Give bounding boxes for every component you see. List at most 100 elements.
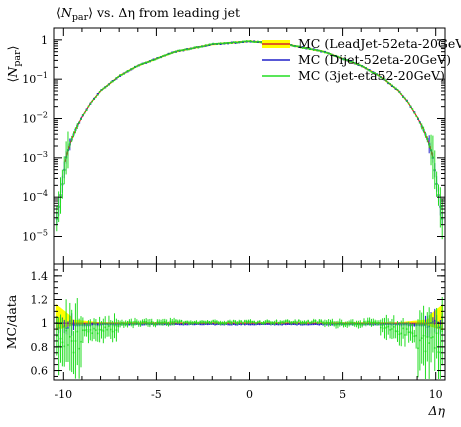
threejet-point: [80, 118, 82, 120]
ratio-dijet-point: [292, 323, 295, 325]
ratio-threejet-point: [342, 324, 345, 326]
threejet-point: [76, 125, 79, 127]
main-ytick-label-base: 10: [22, 152, 36, 165]
ratio-threejet-point: [223, 322, 226, 324]
ratio-threejet-point: [398, 333, 401, 336]
threejet-point: [387, 81, 390, 84]
ratio-threejet-point: [260, 322, 263, 324]
ratio-threejet-point: [214, 320, 216, 323]
threejet-point: [100, 89, 103, 91]
ratio-dijet-point: [318, 323, 321, 326]
ratio-threejet-point: [238, 321, 241, 323]
threejet-point: [411, 108, 414, 110]
ratio-threejet-point: [234, 321, 237, 323]
threejet-point: [113, 79, 116, 82]
threejet-point: [379, 76, 382, 79]
ratio-threejet-point: [145, 321, 147, 323]
ratio-dijet-point: [227, 323, 229, 326]
ratio-threejet-point: [419, 339, 421, 342]
ratio-threejet-point: [292, 321, 295, 323]
ratio-threejet-point: [299, 321, 302, 324]
threejet-point: [134, 66, 136, 68]
ratio-threejet-point: [152, 323, 155, 325]
threejet-point: [244, 40, 246, 43]
ratio-threejet-point: [333, 323, 336, 325]
threejet-point: [117, 76, 120, 78]
ratio-threejet-point: [383, 327, 386, 329]
ratio-dijet-point: [307, 323, 309, 326]
threejet-point: [232, 41, 235, 43]
ratio-threejet-point: [134, 320, 136, 323]
ratio-threejet-point: [104, 326, 107, 329]
threejet-point: [249, 40, 252, 42]
main-ytick-label: 1: [41, 34, 48, 47]
ratio-threejet-point: [163, 320, 166, 323]
threejet-point: [329, 53, 332, 55]
ratio-dijet-point: [316, 323, 319, 326]
ratio-threejet-point: [160, 321, 162, 324]
ratio-threejet-point: [169, 320, 172, 323]
ratio-dijet-point: [413, 324, 416, 326]
ratio-threejet-point: [227, 320, 229, 323]
ratio-threejet-point: [70, 340, 73, 342]
ratio-dijet-point: [281, 323, 283, 326]
ratio-threejet-point: [296, 321, 298, 324]
main-ytick-label-exp: −4: [36, 189, 48, 198]
ratio-threejet-point: [407, 331, 410, 334]
ratio-threejet-point: [130, 321, 133, 324]
threejet-point: [150, 59, 153, 61]
threejet-point: [104, 86, 107, 89]
threejet-point: [109, 81, 112, 84]
ratio-threejet-point: [111, 330, 114, 333]
threejet-point: [424, 133, 427, 136]
threejet-point: [178, 49, 181, 52]
ratio-ytick-label: 1.2: [31, 294, 49, 307]
threejet-point: [374, 72, 376, 74]
threejet-point: [327, 52, 330, 55]
threejet-point: [242, 40, 244, 43]
ratio-threejet-point: [184, 321, 187, 323]
ratio-ytick-label: 0.6: [31, 365, 49, 378]
threejet-point: [126, 70, 129, 72]
chart-title-layer: ⟨Npar⟩ vs. Δη from leading jet⟨Npar⟩MC/d…: [4, 5, 445, 418]
ratio-threejet-point: [363, 320, 365, 323]
threejet-point: [119, 74, 121, 76]
ratio-threejet-point: [277, 322, 280, 324]
ratio-threejet-point: [365, 322, 367, 325]
threejet-point: [337, 55, 339, 58]
ratio-threejet-point: [247, 320, 250, 323]
ratio-threejet-point: [229, 321, 231, 323]
threejet-point: [108, 83, 110, 86]
threejet-point: [106, 85, 108, 87]
ratio-dijet-point: [244, 323, 246, 326]
ratio-threejet-point: [378, 321, 380, 324]
threejet-point: [95, 96, 97, 98]
main-ytick-label-base: 10: [22, 231, 36, 244]
ratio-threejet-point: [150, 321, 153, 323]
ratio-threejet-point: [361, 324, 363, 326]
ratio-threejet-point: [240, 320, 242, 323]
threejet-point: [72, 133, 75, 136]
main-ylabel-symbol: N: [5, 66, 20, 79]
ratio-threejet-point: [424, 350, 427, 353]
ratio-threejet-point: [167, 323, 170, 325]
ratio-threejet-point: [57, 345, 60, 347]
threejet-point: [206, 44, 209, 47]
threejet-point: [400, 93, 403, 95]
ratio-threejet-point: [255, 322, 257, 324]
ratio-threejet-point: [83, 329, 86, 332]
threejet-point: [432, 156, 434, 159]
ratio-dijet-point: [232, 323, 235, 325]
ratio-dijet-point: [175, 323, 177, 325]
legend-entry-label: MC (LeadJet-52eta-20GeV): [298, 36, 461, 51]
threejet-point: [67, 149, 69, 151]
ratio-dijet-point: [214, 323, 216, 326]
ratio-dijet-point: [186, 323, 188, 326]
threejet-point: [203, 45, 205, 48]
ratio-threejet-point: [219, 322, 222, 324]
ratio-ylabel: MC/data: [4, 294, 19, 349]
ratio-threejet-point: [236, 322, 239, 324]
threejet-point: [199, 45, 201, 48]
ratio-threejet-point: [303, 321, 306, 324]
